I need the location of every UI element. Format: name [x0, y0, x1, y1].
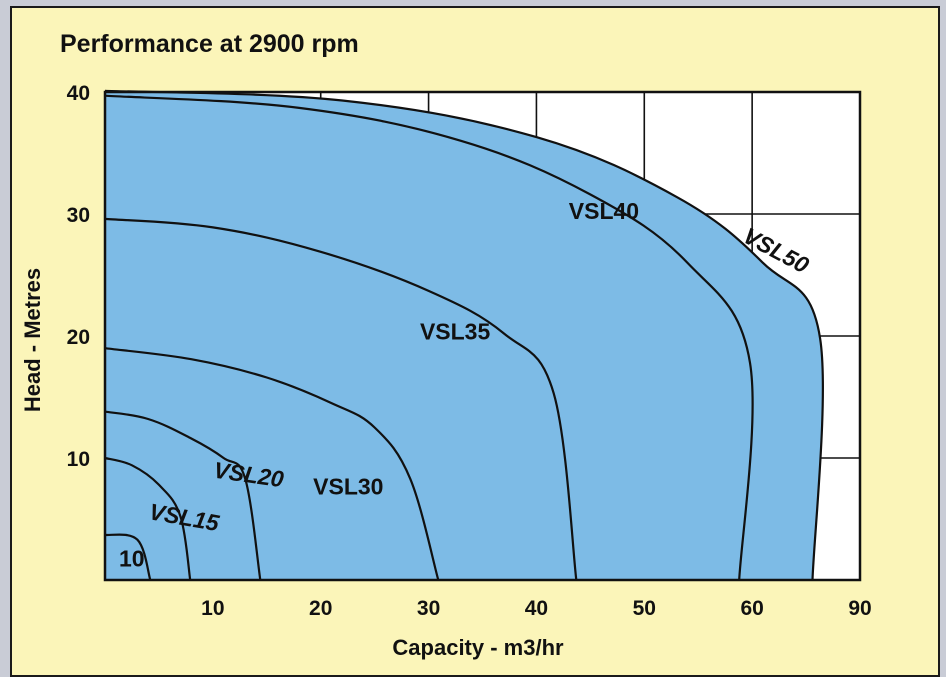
x-tick-label-40: 40	[525, 597, 548, 620]
curve-vsl15	[104, 456, 192, 581]
chart-title: Performance at 2900 rpm	[60, 30, 359, 58]
x-tick-label-30: 30	[417, 597, 440, 620]
x-axis-ticks: 10 20 30 40 50 60 90	[201, 597, 872, 620]
y-axis-label: Head - Metres	[20, 268, 45, 412]
curve-label-vsl30: VSL30	[313, 474, 383, 500]
curve-vsl35	[104, 217, 578, 581]
plot-border	[103, 90, 862, 582]
pump-curves	[104, 89, 824, 581]
y-tick-label-10: 10	[67, 448, 90, 471]
curve-vsl40	[104, 94, 754, 581]
y-tick-label-20: 20	[67, 326, 90, 349]
y-tick-label-40: 40	[67, 82, 90, 105]
curve-vsl50	[104, 89, 824, 581]
x-tick-label-60: 60	[740, 597, 763, 620]
curve-vsl30	[104, 347, 440, 581]
operating-envelope-fill	[105, 90, 823, 581]
x-tick-label-50: 50	[633, 597, 656, 620]
curve-label-10: 10	[119, 546, 145, 572]
curve-10	[104, 533, 152, 581]
curve-vsl20	[104, 410, 262, 581]
x-tick-label-10: 10	[201, 597, 224, 620]
curve-label-vsl40: VSL40	[569, 198, 639, 224]
curve-label-vsl35: VSL35	[420, 319, 491, 345]
y-tick-label-30: 30	[67, 204, 90, 227]
x-tick-label-90: 90	[848, 597, 871, 620]
x-axis-label: Capacity - m3/hr	[392, 635, 564, 660]
y-axis-ticks: 40 30 20 10	[67, 82, 90, 471]
x-tick-label-20: 20	[309, 597, 332, 620]
